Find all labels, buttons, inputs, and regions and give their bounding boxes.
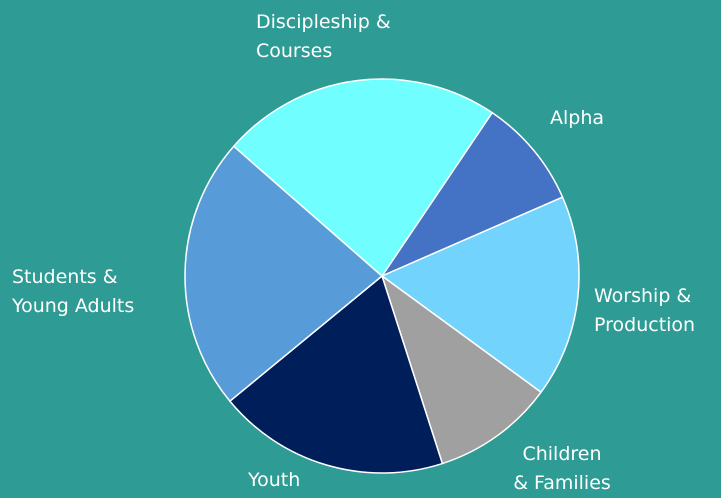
label-children-families: Children & Families bbox=[502, 440, 622, 498]
label-discipleship-line-1: Discipleship & bbox=[256, 11, 391, 33]
label-discipleship-line-2: Courses bbox=[256, 40, 333, 62]
label-youth-line-1: Youth bbox=[248, 469, 301, 491]
label-students-line-1: Students & bbox=[12, 266, 118, 288]
pie-slice-students-young-adults bbox=[184, 145, 383, 402]
label-discipleship-courses: Discipleship & Courses bbox=[256, 8, 391, 66]
pie-slice-discipleship-courses bbox=[233, 78, 493, 277]
pie-slice-children-families bbox=[381, 275, 542, 465]
pie-slice-worship-production bbox=[381, 196, 580, 393]
label-alpha: Alpha bbox=[550, 104, 604, 133]
label-children-line-2: & Families bbox=[513, 472, 611, 494]
label-alpha-line-1: Alpha bbox=[550, 107, 605, 129]
label-children-line-1: Children bbox=[522, 443, 602, 465]
label-students-line-2: Young Adults bbox=[12, 295, 135, 317]
label-worship-line-2: Production bbox=[594, 314, 696, 336]
label-worship-line-1: Worship & bbox=[594, 285, 692, 307]
label-worship-production: Worship & Production bbox=[594, 282, 695, 340]
label-youth: Youth bbox=[248, 466, 300, 495]
label-students-young-adults: Students & Young Adults bbox=[12, 263, 134, 321]
pie-slice-alpha bbox=[381, 111, 564, 277]
pie-slice-youth bbox=[229, 275, 444, 474]
